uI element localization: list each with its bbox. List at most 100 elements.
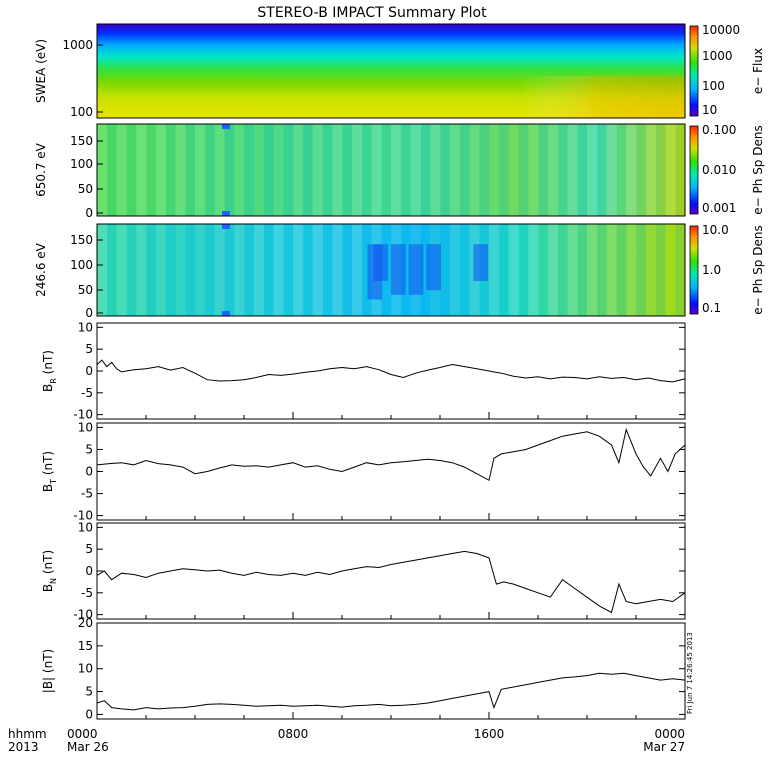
panel-frame: [96, 223, 686, 317]
spectrogram-texture: [224, 224, 235, 316]
spectrogram-texture: [351, 224, 363, 316]
spectrogram-texture: [626, 224, 637, 316]
y-tick-label: 5: [85, 685, 93, 699]
spectrogram-texture: [155, 124, 167, 216]
y-tick-label: 10: [78, 662, 93, 676]
spectrogram-texture: [587, 224, 598, 316]
y-axis-label-sub: T: [49, 479, 58, 485]
spectrogram-texture: [596, 124, 608, 216]
y-axis-label-main: B: [41, 584, 55, 592]
panel-frame: [96, 422, 686, 521]
y-axis-label: 650.7 eV: [34, 142, 48, 197]
y-axis-label: SWEA (eV): [34, 39, 48, 103]
spectrogram-texture: [283, 124, 294, 216]
spectrogram-texture: [587, 124, 598, 216]
y-tick-label: -5: [81, 487, 93, 501]
x-tick-label: 0000: [67, 727, 98, 741]
spectrogram-texture: [459, 124, 470, 216]
y-axis-label: BT (nT): [41, 451, 58, 492]
spectrogram-texture: [489, 124, 500, 216]
y-tick-label: 50: [78, 182, 93, 196]
y-tick-label: 100: [70, 258, 93, 272]
y-axis-label-unit: (nT): [41, 550, 55, 578]
y-tick-label: 150: [70, 233, 93, 247]
spectrogram-texture: [538, 224, 549, 316]
line-panel-br: 10 5 0 -5 -10 BR (nT): [41, 320, 686, 422]
spectrogram-texture: [293, 124, 304, 216]
y-axis-label-unit: (nT): [41, 451, 55, 479]
timestamp-label: Fri Jun 7 14:26:45 2013: [686, 632, 694, 714]
spectrogram-texture: [302, 224, 314, 316]
spectrogram-texture: [283, 224, 294, 316]
spectrogram-texture: [195, 124, 206, 216]
spectrogram-texture: [253, 224, 265, 316]
spectrogram-texture: [263, 224, 274, 316]
y-tick-label: 1000: [62, 38, 93, 52]
plot-title: STEREO-B IMPACT Summary Plot: [257, 5, 487, 21]
spectrogram-pad246: 150 100 50 0 246.6 eV 10.0 1.0 0.1 e− Ph Sp Dens: [34, 223, 765, 320]
colorbar-tick-label: 1.0: [702, 263, 721, 277]
colorbar-tick-label: 0.100: [702, 123, 736, 137]
spectrogram-texture: [322, 124, 333, 216]
spectrogram-texture: [273, 124, 284, 216]
y-tick-label: -10: [73, 509, 93, 523]
colorbar: [689, 125, 699, 215]
spectrogram-texture: [391, 244, 406, 295]
spectrogram-texture: [636, 224, 647, 316]
series-line-bn: [96, 550, 686, 614]
spectrogram-texture: [116, 224, 127, 316]
spectrogram-texture: [185, 124, 196, 216]
spectrogram-texture: [214, 124, 225, 216]
spectrogram-texture: [547, 124, 559, 216]
spectrogram-texture: [391, 124, 402, 216]
x-tick-label: 1600: [474, 727, 505, 741]
spectrogram-texture: [426, 244, 441, 291]
panel-frame: [96, 622, 686, 720]
spectrogram-texture: [459, 224, 470, 316]
y-tick-label: 5: [85, 342, 93, 356]
spectrogram-texture: [616, 224, 627, 316]
spectrogram-texture: [97, 75, 685, 118]
y-tick-label: 15: [78, 639, 93, 653]
spectrogram-texture: [498, 124, 510, 216]
series-line-bt: [96, 427, 686, 482]
y-axis-label-main: |B|: [41, 677, 55, 693]
spectrogram-texture: [342, 224, 353, 316]
spectrogram-texture: [440, 224, 451, 316]
spectrogram-texture: [253, 124, 265, 216]
panel-frame: [96, 322, 686, 420]
spectrogram-pad650: 150 100 50 0 650.7 eV 0.100 0.010 0.001 e− Ph Sp…: [34, 123, 765, 220]
spectrogram-texture: [577, 124, 588, 216]
spectrogram-texture: [155, 224, 167, 316]
spectrogram-texture: [234, 224, 245, 316]
y-axis-label-unit: (nT): [41, 350, 55, 378]
colorbar: [689, 225, 699, 315]
y-tick-label: 5: [85, 442, 93, 456]
colorbar-tick-label: 10000: [702, 23, 740, 37]
spectrogram-texture: [675, 124, 686, 216]
spectrogram-texture: [449, 124, 461, 216]
spectrogram-texture: [547, 224, 559, 316]
y-tick-label: 0: [85, 707, 93, 721]
y-tick-label: -10: [73, 608, 93, 622]
colorbar-label: e− Flux: [751, 48, 765, 94]
series-line-br: [96, 359, 686, 383]
data-gap-mark: [221, 311, 230, 316]
spectrogram-texture: [430, 124, 441, 216]
spectrogram-texture: [665, 124, 676, 216]
spectrogram-texture: [146, 124, 157, 216]
spectrogram-texture: [655, 224, 666, 316]
x-axis-prefix-top: hhmm: [8, 727, 47, 741]
y-axis-label: BR (nT): [41, 350, 58, 392]
spectrogram-texture: [204, 224, 216, 316]
spectrogram-texture: [420, 124, 431, 216]
spectrogram-texture: [449, 224, 461, 316]
colorbar-label: e− Ph Sp Dens: [751, 225, 765, 314]
spectrogram-texture: [322, 224, 333, 316]
y-tick-label: 50: [78, 283, 93, 297]
line-panel-bn: 10 5 0 -5 -10 BN (nT): [41, 520, 686, 622]
y-axis-label: BN (nT): [41, 550, 58, 592]
spectrogram-texture: [342, 124, 353, 216]
